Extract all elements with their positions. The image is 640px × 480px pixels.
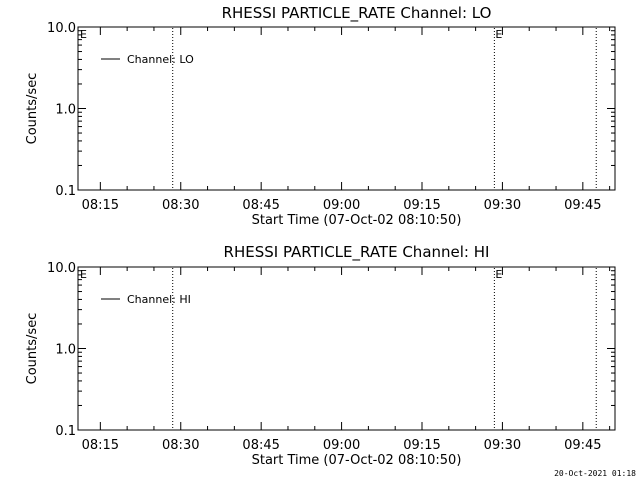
x-tick-label: 09:15 [403, 198, 440, 213]
event-marker-label: E [495, 268, 502, 281]
x-tick-label: 09:30 [484, 198, 521, 213]
y-tick-label: 1.0 [55, 103, 76, 118]
plot-frame [77, 26, 616, 191]
chart-title: RHESSI PARTICLE_RATE Channel: HI [224, 243, 490, 262]
legend-label: Channel: LO [127, 53, 194, 66]
x-tick-label: 09:45 [564, 438, 601, 453]
legend-label: Channel: HI [127, 293, 191, 306]
chart-panel-2: RHESSI PARTICLE_RATE Channel: HI 08:15 08:… [25, 243, 616, 468]
edge-flag-label: E [80, 28, 87, 41]
x-axis-label: Start Time (07-Oct-02 08:10:50) [252, 453, 462, 468]
edge-flag-label: E [80, 268, 87, 281]
plot-frame [77, 266, 616, 431]
y-tick-label: 10.0 [47, 261, 76, 276]
x-tick-label: 09:00 [323, 438, 360, 453]
y-axis-label: Counts/sec [25, 73, 40, 145]
y-axis-label: Counts/sec [25, 313, 40, 385]
y-tick-label: 0.1 [55, 424, 76, 439]
y-tick-label: 1.0 [55, 343, 76, 358]
x-tick-label: 08:15 [82, 438, 119, 453]
x-tick-label: 08:45 [242, 438, 279, 453]
x-tick-label: 08:45 [242, 198, 279, 213]
x-tick-label: 09:30 [484, 438, 521, 453]
x-axis-label: Start Time (07-Oct-02 08:10:50) [252, 213, 462, 228]
y-tick-label: 10.0 [47, 21, 76, 36]
chart-panel-1: RHESSI PARTICLE_RATE Channel: LO 08:15 08:… [25, 4, 616, 228]
event-marker-label: E [495, 28, 502, 41]
chart-title: RHESSI PARTICLE_RATE Channel: LO [222, 4, 492, 23]
x-tick-label: 09:45 [564, 198, 601, 213]
x-tick-label: 09:15 [403, 438, 440, 453]
footer-timestamp: 20-Oct-2021 01:18 [554, 469, 636, 478]
x-tick-label: 08:30 [162, 198, 199, 213]
y-tick-label: 0.1 [55, 184, 76, 199]
x-tick-label: 09:00 [323, 198, 360, 213]
x-tick-label: 08:15 [82, 198, 119, 213]
x-tick-label: 08:30 [162, 438, 199, 453]
